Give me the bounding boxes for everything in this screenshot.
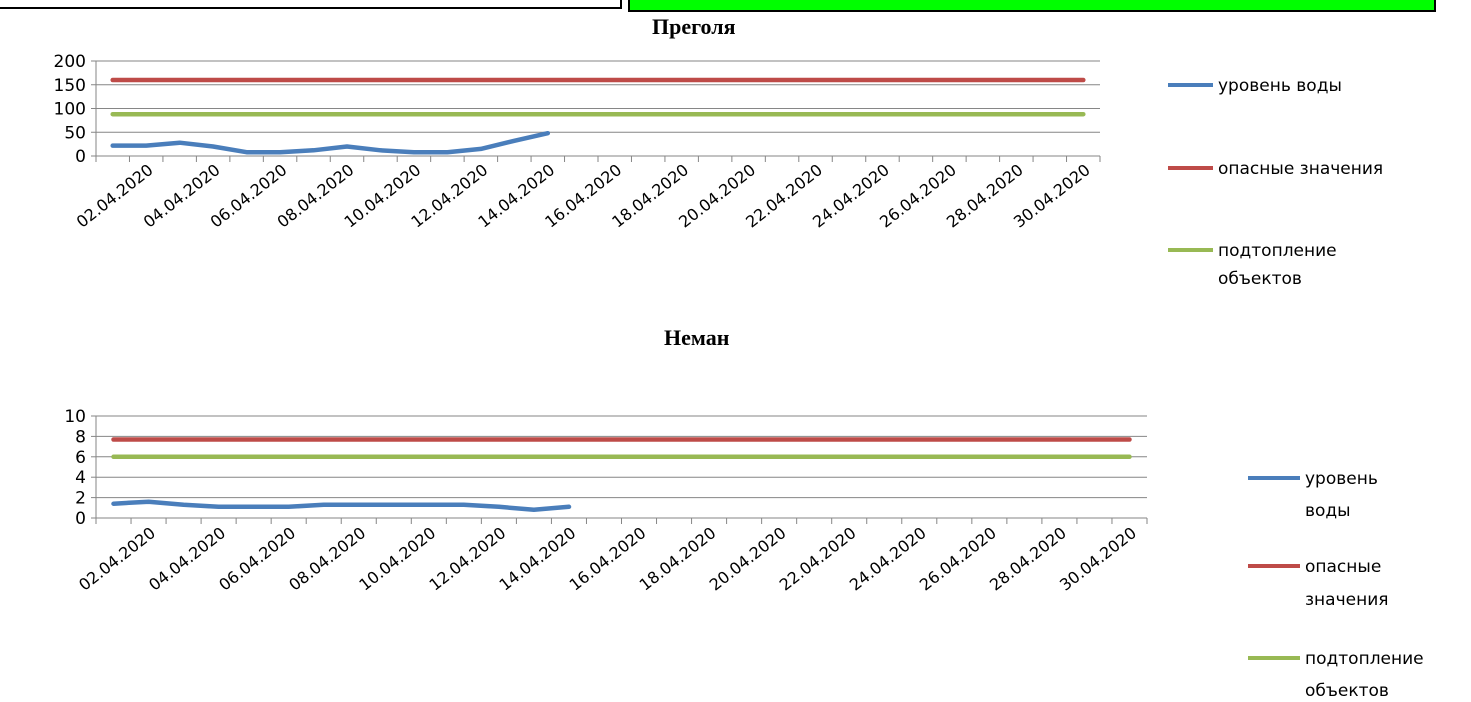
y-tick-label: 0 — [75, 509, 86, 529]
y-tick-label: 50 — [64, 123, 86, 143]
top-left-border-box — [0, 0, 622, 9]
x-tick-label: 28.04.2020 — [986, 523, 1070, 594]
x-tick-label: 14.04.2020 — [496, 523, 580, 594]
series-line-water-level — [110, 130, 551, 155]
x-tick-label: 20.04.2020 — [706, 523, 790, 594]
x-tick-label: 10.04.2020 — [355, 523, 439, 594]
top-green-header-box — [628, 0, 1436, 12]
chart-title-pregolya: Преголя — [652, 14, 736, 39]
x-tick-label: 02.04.2020 — [75, 523, 159, 594]
y-tick-label: 200 — [54, 52, 86, 72]
legend-label: объектов — [1305, 681, 1389, 701]
y-tick-label: 100 — [54, 100, 86, 120]
legend-label: подтопление — [1218, 241, 1337, 261]
y-tick-label: 0 — [75, 147, 86, 167]
x-tick-label: 12.04.2020 — [425, 523, 509, 594]
x-tick-label: 06.04.2020 — [215, 523, 299, 594]
x-tick-label: 08.04.2020 — [285, 523, 369, 594]
legend-label: воды — [1305, 501, 1351, 521]
x-tick-label: 24.04.2020 — [846, 523, 930, 594]
legend-label: уровень — [1305, 469, 1378, 489]
x-tick-label: 30.04.2020 — [1056, 523, 1140, 594]
y-tick-label: 4 — [75, 468, 86, 488]
x-tick-label: 26.04.2020 — [916, 523, 1000, 594]
chart-title-neman: Неман — [664, 325, 730, 350]
legend-label: объектов — [1218, 269, 1302, 289]
y-tick-label: 10 — [64, 407, 86, 427]
x-tick-label: 16.04.2020 — [566, 523, 650, 594]
chart-pregolya: 05010015020002.04.202004.04.202006.04.20… — [54, 52, 1384, 289]
legend-label: опасные — [1305, 557, 1381, 577]
legend-label: значения — [1305, 590, 1388, 610]
legend-label: опасные значения — [1218, 159, 1383, 179]
y-tick-label: 8 — [75, 427, 86, 447]
y-tick-label: 6 — [75, 448, 86, 468]
y-tick-label: 150 — [54, 76, 86, 96]
x-tick-label: 18.04.2020 — [636, 523, 720, 594]
x-tick-label: 22.04.2020 — [776, 523, 860, 594]
series-line-water-level — [111, 499, 572, 513]
y-tick-label: 2 — [75, 489, 86, 509]
legend-label: подтопление — [1305, 649, 1424, 669]
x-tick-label: 04.04.2020 — [145, 523, 229, 594]
legend-label: уровень воды — [1218, 76, 1342, 96]
